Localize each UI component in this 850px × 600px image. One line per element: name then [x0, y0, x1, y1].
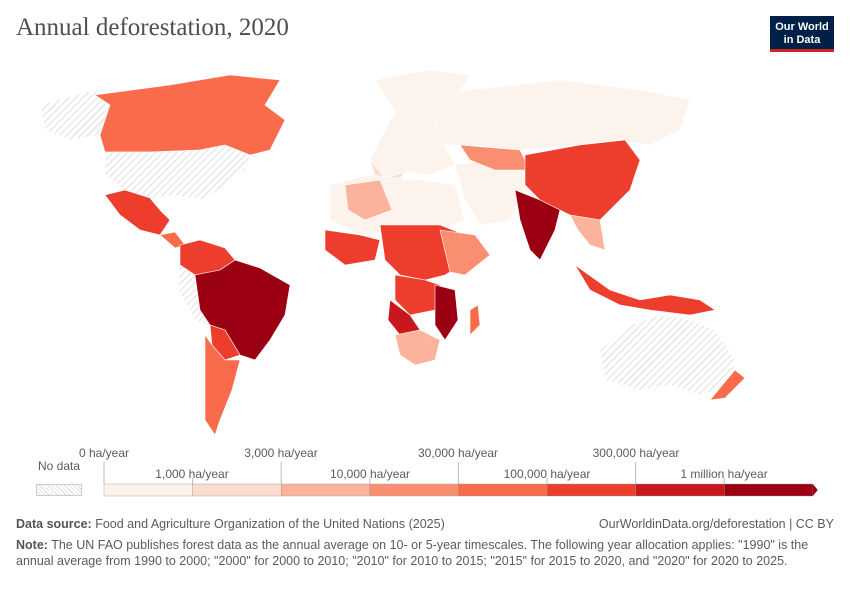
legend-bin-2[interactable]: [281, 483, 371, 497]
source-label: Data source:: [16, 517, 92, 531]
legend-tick-30000: 30,000 ha/year: [417, 446, 499, 460]
region-china[interactable]: [524, 139, 641, 221]
legend-tick-1000: 1,000 ha/year: [155, 467, 229, 481]
region-west-africa[interactable]: [324, 229, 381, 266]
legend-bin-6[interactable]: [635, 483, 725, 497]
footer: Data source: Food and Agriculture Organi…: [16, 516, 834, 569]
legend-no-data-label: No data: [37, 459, 81, 473]
logo-line2: in Data: [783, 34, 821, 46]
legend-arrow-icon: [812, 484, 818, 496]
note-text: The UN FAO publishes forest data as the …: [16, 538, 809, 568]
legend-bar: [103, 462, 818, 497]
legend-tick-300000: 300,000 ha/year: [592, 446, 680, 460]
owid-logo[interactable]: Our World in Data: [770, 16, 834, 52]
logo-line1: Our World: [775, 21, 829, 33]
region-east-africa[interactable]: [439, 229, 491, 276]
page-title: Annual deforestation, 2020: [16, 14, 289, 41]
region-india[interactable]: [514, 189, 561, 261]
legend-no-data-swatch[interactable]: [36, 484, 82, 496]
source-text: Food and Agriculture Organization of the…: [95, 517, 445, 531]
note: Note: The UN FAO publishes forest data a…: [16, 537, 834, 569]
region-mozambique-tanzania[interactable]: [434, 284, 459, 341]
legend-bin-5[interactable]: [546, 483, 636, 497]
legend-tick-100000: 100,000 ha/year: [503, 467, 591, 481]
legend-bin-0[interactable]: [103, 483, 193, 497]
source-url-link[interactable]: OurWorldinData.org/deforestation | CC BY: [598, 517, 834, 531]
region-mexico[interactable]: [104, 189, 171, 236]
world-map[interactable]: [0, 60, 850, 440]
note-label: Note:: [16, 538, 48, 552]
region-central-asia[interactable]: [459, 144, 531, 171]
legend-bin-4[interactable]: [458, 483, 548, 497]
legend-tick-1m: 1 million ha/year: [680, 467, 768, 481]
legend-bin-1[interactable]: [192, 483, 282, 497]
region-argentina[interactable]: [204, 334, 241, 436]
legend-tick-10000: 10,000 ha/year: [329, 467, 411, 481]
source-line: Data source: Food and Agriculture Organi…: [16, 516, 834, 532]
region-russia[interactable]: [419, 79, 691, 151]
legend-bin-7[interactable]: [724, 483, 814, 497]
legend-bin-3[interactable]: [369, 483, 459, 497]
region-indonesia[interactable]: [574, 264, 716, 316]
region-australia[interactable]: [599, 314, 736, 396]
legend-tick-3000: 3,000 ha/year: [244, 446, 318, 460]
region-southeast-asia[interactable]: [569, 214, 606, 251]
region-new-zealand[interactable]: [709, 369, 746, 401]
region-southern-africa[interactable]: [394, 329, 441, 366]
region-madagascar[interactable]: [469, 304, 481, 336]
region-canada[interactable]: [94, 74, 286, 156]
legend: No data 0 ha/year 3,000 ha/year 30,000 h…: [0, 446, 850, 508]
region-algeria[interactable]: [344, 179, 393, 221]
legend-tick-0: 0 ha/year: [78, 446, 130, 460]
